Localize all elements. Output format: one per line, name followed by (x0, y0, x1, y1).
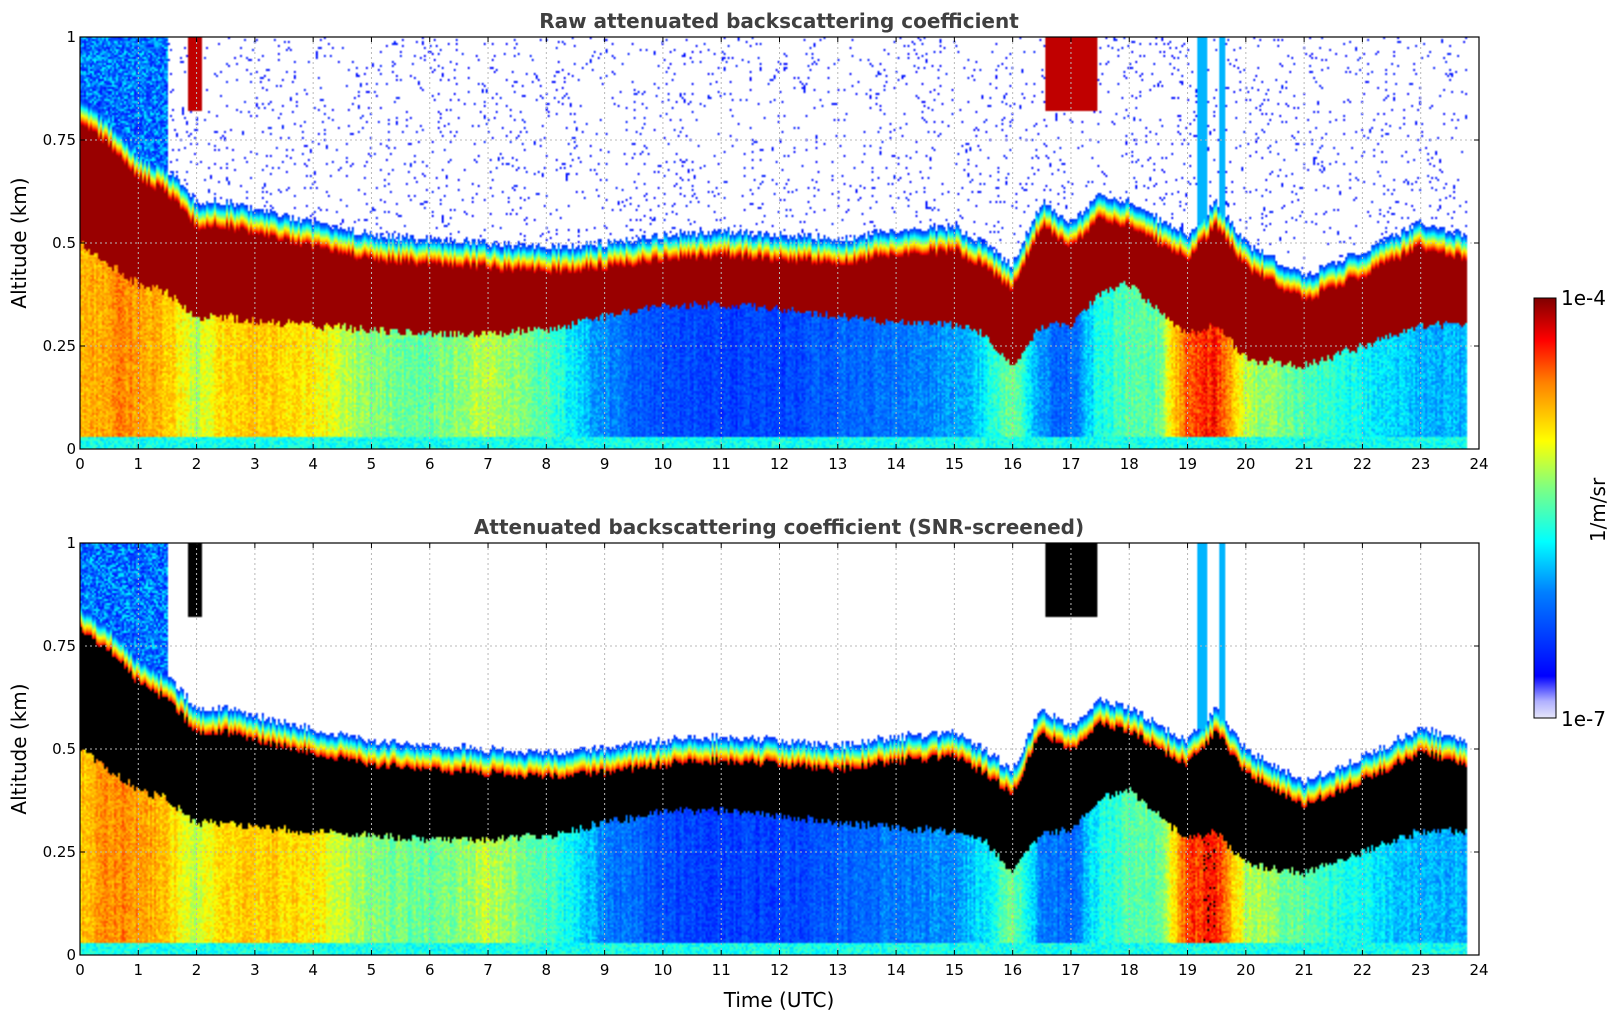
x-tick-label: 16 (1003, 961, 1022, 979)
x-tick-label: 19 (1178, 961, 1197, 979)
y-tick-label: 0 (66, 946, 76, 964)
panel-screened-y-ticks: 0 0.25 0.5 0.75 1 (43, 534, 1479, 964)
x-tick-label: 21 (1295, 455, 1314, 473)
panel-screened-title: Attenuated backscattering coefficient (S… (474, 515, 1084, 539)
panel-raw-grid (80, 37, 1479, 449)
colorbar-min-label: 1e-7 (1561, 707, 1606, 731)
panel-screened-xlabel: Time (UTC) (723, 988, 835, 1012)
x-tick-label: 2 (192, 961, 202, 979)
x-tick-label: 5 (367, 961, 377, 979)
x-tick-label: 24 (1469, 455, 1488, 473)
x-tick-label: 15 (945, 455, 964, 473)
x-tick-label: 6 (425, 961, 435, 979)
x-tick-label: 4 (308, 455, 318, 473)
x-tick-label: 22 (1353, 961, 1372, 979)
panel-screened-x-ticks: 0 1 2 3 4 5 6 7 8 9 10 11 12 13 14 15 16 17 18 19 20 21 22 23 24 (75, 543, 1489, 979)
x-tick-label: 23 (1411, 961, 1430, 979)
x-tick-label: 24 (1469, 961, 1488, 979)
x-tick-label: 17 (1061, 455, 1080, 473)
x-tick-label: 5 (367, 455, 377, 473)
x-tick-label: 23 (1411, 455, 1430, 473)
panel-raw-title: Raw attenuated backscattering coefficien… (539, 9, 1019, 33)
y-tick-label: 0.5 (52, 740, 76, 758)
colorbar-gradient (1533, 297, 1557, 719)
y-tick-label: 0.75 (43, 131, 76, 149)
x-tick-label: 11 (712, 455, 731, 473)
panel-raw: Raw attenuated backscattering coefficien… (7, 9, 1489, 473)
colorbar-units-label: 1/m/sr (1586, 477, 1610, 542)
y-tick-label: 0.25 (43, 337, 76, 355)
y-tick-label: 0.75 (43, 637, 76, 655)
x-tick-label: 13 (828, 455, 847, 473)
x-tick-label: 8 (542, 961, 552, 979)
y-tick-label: 0.5 (52, 234, 76, 252)
y-tick-label: 1 (66, 28, 76, 46)
x-tick-label: 8 (542, 455, 552, 473)
x-tick-label: 9 (600, 455, 610, 473)
x-tick-label: 14 (887, 961, 906, 979)
x-tick-label: 18 (1120, 961, 1139, 979)
x-tick-label: 17 (1061, 961, 1080, 979)
y-tick-label: 0.25 (43, 843, 76, 861)
panel-raw-y-ticks: 0 0.25 0.5 0.75 1 (43, 28, 1479, 458)
panel-raw-x-ticks: 0 1 2 3 4 5 6 7 8 9 10 11 12 13 14 15 16 17 18 19 20 21 22 23 24 (75, 37, 1489, 473)
x-tick-label: 10 (653, 455, 672, 473)
panel-screened: Attenuated backscattering coefficient (S… (7, 515, 1489, 1012)
x-tick-label: 1 (134, 455, 144, 473)
x-tick-label: 18 (1120, 455, 1139, 473)
x-tick-label: 12 (770, 961, 789, 979)
x-tick-label: 10 (653, 961, 672, 979)
x-tick-label: 12 (770, 455, 789, 473)
x-tick-label: 9 (600, 961, 610, 979)
y-tick-label: 1 (66, 534, 76, 552)
x-tick-label: 7 (483, 961, 493, 979)
x-tick-label: 11 (712, 961, 731, 979)
panel-screened-grid (80, 543, 1479, 955)
colorbar: 1e-4 1e-7 1/m/sr (1533, 286, 1610, 731)
y-tick-label: 0 (66, 440, 76, 458)
x-tick-label: 20 (1236, 961, 1255, 979)
x-tick-label: 7 (483, 455, 493, 473)
x-tick-label: 3 (250, 455, 260, 473)
x-tick-label: 3 (250, 961, 260, 979)
x-tick-label: 21 (1295, 961, 1314, 979)
x-tick-label: 13 (828, 961, 847, 979)
x-tick-label: 0 (75, 455, 85, 473)
x-tick-label: 2 (192, 455, 202, 473)
x-tick-label: 15 (945, 961, 964, 979)
panel-raw-ylabel: Altitude (km) (7, 177, 31, 308)
x-tick-label: 14 (887, 455, 906, 473)
colorbar-max-label: 1e-4 (1561, 286, 1606, 310)
x-tick-label: 22 (1353, 455, 1372, 473)
x-tick-label: 0 (75, 961, 85, 979)
x-tick-label: 19 (1178, 455, 1197, 473)
x-tick-label: 20 (1236, 455, 1255, 473)
x-tick-label: 4 (308, 961, 318, 979)
x-tick-label: 16 (1003, 455, 1022, 473)
x-tick-label: 1 (134, 961, 144, 979)
x-tick-label: 6 (425, 455, 435, 473)
panel-screened-ylabel: Altitude (km) (7, 683, 31, 814)
